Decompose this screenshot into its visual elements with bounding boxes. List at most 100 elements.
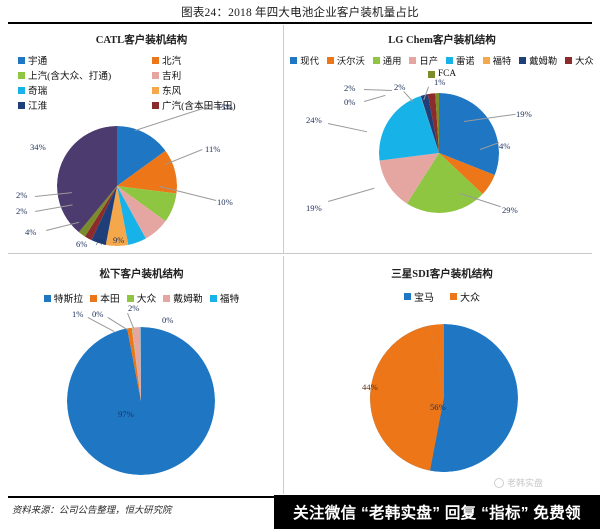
pie-slice-lg-2[interactable] <box>406 153 483 213</box>
legend-item-pana-2[interactable]: 大众 <box>126 291 156 305</box>
pie-slice-catl-4[interactable] <box>117 186 146 245</box>
leader-line <box>127 313 134 329</box>
pie-slice-catl-6[interactable] <box>91 186 117 245</box>
pie-slice-lg-3[interactable] <box>379 153 439 204</box>
leader-line <box>328 187 375 202</box>
pie-chart-samsungsdi: 56% 44% <box>284 304 600 472</box>
pie-chart-catl: 15% 11% 10% 9% 7% 6% 4% 2% 2% 34% <box>0 102 283 252</box>
chart-panel-lgchem: LG Chem客户装机结构 现代 沃尔沃 通用 日产 雷诺 <box>284 28 600 250</box>
pie-label-lg-19a: 19% <box>516 109 532 119</box>
leader-line <box>327 123 368 133</box>
legend-label: 福特 <box>219 294 240 305</box>
legend-swatch-icon <box>18 101 25 109</box>
middle-rule <box>8 253 592 254</box>
legend-item-lg-7[interactable]: 大众 <box>565 53 594 67</box>
legend-swatch-icon <box>326 56 334 64</box>
pie-label-pana-2: 2% <box>128 303 140 313</box>
chart-title-samsungsdi: 三星SDI客户装机结构 <box>391 269 493 280</box>
legend-item-catl-2[interactable]: 上汽(含大众、打通) <box>18 68 152 82</box>
legend-label: 宝马 <box>414 293 434 304</box>
legend-label: 奇瑞 <box>28 86 48 97</box>
legend-swatch-icon <box>90 294 98 302</box>
pie-slice-catl-2[interactable] <box>117 186 177 222</box>
pie-svg-catl <box>57 126 177 246</box>
legend-swatch-icon <box>450 293 457 300</box>
leader-line <box>364 94 386 102</box>
pie-chart-lgchem: 19% 4% 29% 19% 24% 0% 2% 2% 1% <box>284 77 600 219</box>
pie-slice-lg-7[interactable] <box>427 93 439 153</box>
pie-slice-lg-6[interactable] <box>420 94 439 153</box>
pie-slice-lg-4[interactable] <box>379 95 439 161</box>
legend-item-catl-5[interactable]: 东风 <box>152 83 297 97</box>
legend-item-lg-2[interactable]: 通用 <box>372 53 402 67</box>
legend-label: 大众 <box>460 293 480 304</box>
legend-item-catl-3[interactable]: 吉利 <box>152 68 297 82</box>
promo-banner[interactable]: 关注微信 “老韩实盘” 回复 “指标” 免费领 <box>274 495 600 529</box>
pie-slice-sdi-1b[interactable] <box>370 325 444 471</box>
pie-slice-lg-8[interactable] <box>435 93 439 153</box>
pie-slice-catl-3[interactable] <box>117 186 166 239</box>
legend-item-lg-0[interactable]: 现代 <box>290 53 319 67</box>
pie-slice-pana-3[interactable] <box>132 327 141 401</box>
legend-swatch-icon <box>152 71 159 79</box>
chart-legend-panasonic: 特斯拉 本田 大众 戴姆勒 福特 <box>6 291 277 305</box>
legend-item-lg-4[interactable]: 雷诺 <box>446 53 475 67</box>
legend-label: 戴姆勒 <box>173 294 203 305</box>
pie-label-lg-24: 24% <box>306 115 322 125</box>
legend-item-pana-4[interactable]: 福特 <box>209 291 240 305</box>
legend-swatch-icon <box>209 294 217 302</box>
legend-swatch-icon <box>290 56 298 64</box>
legend-item-lg-3[interactable]: 日产 <box>409 53 438 67</box>
legend-label: 通用 <box>382 57 402 67</box>
pie-slice-catl-1[interactable] <box>117 150 177 194</box>
pie-slice-catl-7[interactable] <box>84 186 117 241</box>
pie-slice-sdi-1[interactable] <box>430 324 444 398</box>
legend-item-catl-1[interactable]: 北汽 <box>152 53 297 67</box>
pie-label-pana-1: 1% <box>72 309 84 319</box>
legend-item-lg-1[interactable]: 沃尔沃 <box>326 53 365 67</box>
legend-item-lg-6[interactable]: 戴姆勒 <box>519 53 557 67</box>
legend-swatch-icon <box>18 71 25 79</box>
pie-slice-pana-2[interactable] <box>131 327 141 401</box>
legend-item-pana-1[interactable]: 本田 <box>90 291 120 305</box>
watermark: 老韩实盘 <box>494 476 543 489</box>
legend-label: 雷诺 <box>456 57 475 67</box>
pie-slice-catl-5[interactable] <box>105 186 129 246</box>
pie-slice-pana-0[interactable] <box>67 327 215 475</box>
watermark-text: 老韩实盘 <box>507 478 544 488</box>
legend-item-pana-3[interactable]: 戴姆勒 <box>163 291 203 305</box>
pie-slice-catl-9[interactable] <box>57 126 117 233</box>
watermark-logo-icon <box>494 477 504 488</box>
legend-item-lg-5[interactable]: 福特 <box>482 53 511 67</box>
legend-item-catl-7[interactable]: 广汽(含本田丰田) <box>152 98 297 112</box>
legend-swatch-icon <box>18 56 25 64</box>
pie-slice-lg-5[interactable] <box>420 95 439 153</box>
pie-label-pana-0a: 0% <box>92 309 104 319</box>
legend-swatch-icon <box>126 294 134 302</box>
pie-label-catl-2a: 2% <box>16 206 28 216</box>
pie-slice-sdi-0b[interactable] <box>430 398 449 472</box>
pie-label-catl-2b: 2% <box>16 190 28 200</box>
pie-label-catl-34: 34% <box>30 142 46 152</box>
legend-item-catl-6[interactable]: 江淮 <box>18 98 152 112</box>
legend-item-catl-0[interactable]: 宇通 <box>18 53 152 67</box>
legend-label: 江淮 <box>28 101 48 112</box>
chart-panel-panasonic: 松下客户装机结构 特斯拉 本田 大众 戴姆勒 福特 <box>0 262 283 494</box>
legend-item-catl-4[interactable]: 奇瑞 <box>18 83 152 97</box>
pie-slice-pana-1[interactable] <box>127 327 141 401</box>
pie-slice-catl-0[interactable] <box>117 126 166 186</box>
leader-line <box>165 149 203 165</box>
legend-item-sdi-0[interactable]: 宝马 <box>404 289 434 304</box>
top-rule <box>8 22 592 24</box>
legend-item-pana-0[interactable]: 特斯拉 <box>43 291 83 305</box>
pie-slice-lg-1[interactable] <box>439 153 495 195</box>
legend-item-lg-8[interactable]: FCA <box>427 69 456 79</box>
pie-label-sdi-56: 56% <box>430 402 446 412</box>
pie-label-catl-15: 15% <box>217 102 233 112</box>
pie-label-lg-29: 29% <box>502 205 518 215</box>
pie-slice-lg-0[interactable] <box>439 93 499 176</box>
legend-swatch-icon <box>152 101 159 109</box>
legend-item-sdi-1[interactable]: 大众 <box>450 289 480 304</box>
pie-label-catl-10: 10% <box>217 197 233 207</box>
pie-slice-catl-8[interactable] <box>78 186 117 237</box>
